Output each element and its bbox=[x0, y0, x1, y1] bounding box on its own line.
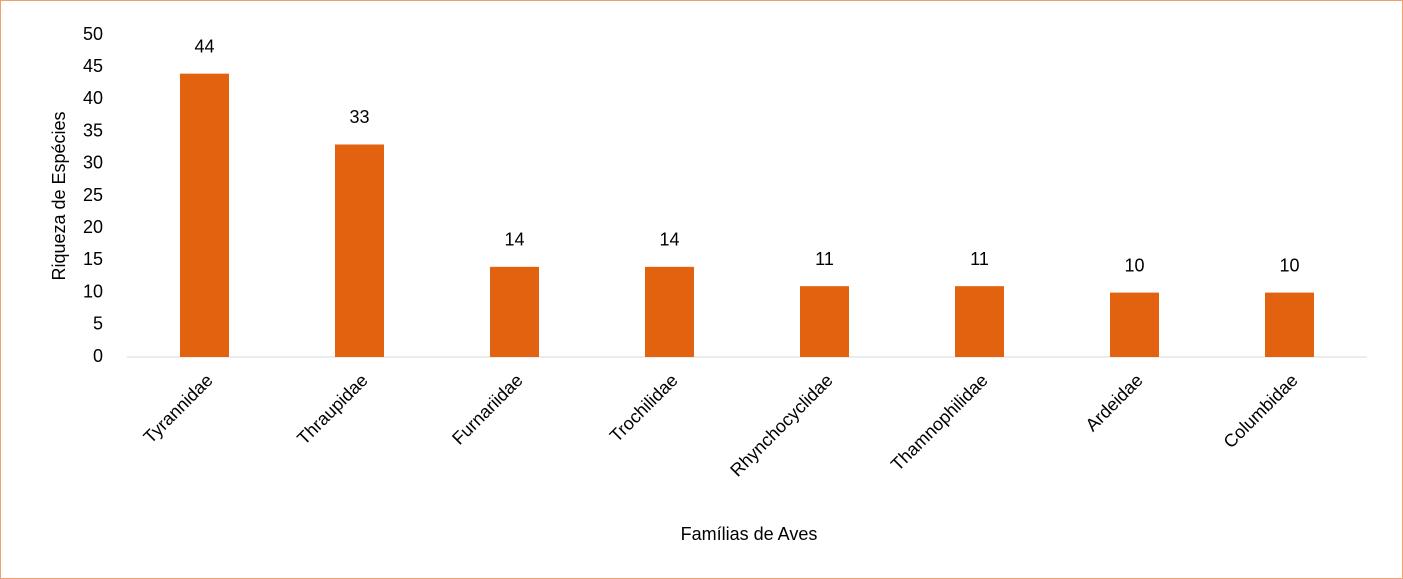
y-tick-label: 0 bbox=[93, 346, 103, 366]
y-tick-label: 10 bbox=[83, 281, 103, 301]
x-axis-label: Famílias de Aves bbox=[681, 524, 818, 544]
y-tick-label: 30 bbox=[83, 153, 103, 173]
bar bbox=[1110, 292, 1159, 357]
y-axis-label: Riqueza de Espécies bbox=[49, 111, 69, 280]
data-label: 14 bbox=[659, 230, 679, 250]
y-tick-label: 50 bbox=[83, 24, 103, 44]
data-label: 10 bbox=[1279, 255, 1299, 275]
bar bbox=[800, 286, 849, 357]
data-label: 11 bbox=[970, 249, 989, 269]
bar bbox=[180, 73, 229, 357]
bar bbox=[335, 144, 384, 357]
y-tick-label: 40 bbox=[83, 88, 103, 108]
y-tick-label: 25 bbox=[83, 185, 103, 205]
bar bbox=[490, 266, 539, 357]
bar bbox=[955, 286, 1004, 357]
data-label: 11 bbox=[815, 249, 834, 269]
y-tick-label: 15 bbox=[83, 249, 103, 269]
data-label: 44 bbox=[194, 36, 214, 56]
bar bbox=[645, 266, 694, 357]
y-tick-label: 35 bbox=[83, 120, 103, 140]
y-tick-label: 20 bbox=[83, 217, 103, 237]
y-tick-label: 5 bbox=[93, 314, 103, 334]
data-label: 33 bbox=[349, 107, 369, 127]
data-label: 10 bbox=[1124, 255, 1144, 275]
bar bbox=[1265, 292, 1314, 357]
data-label: 14 bbox=[504, 230, 524, 250]
y-tick-label: 45 bbox=[83, 56, 103, 76]
